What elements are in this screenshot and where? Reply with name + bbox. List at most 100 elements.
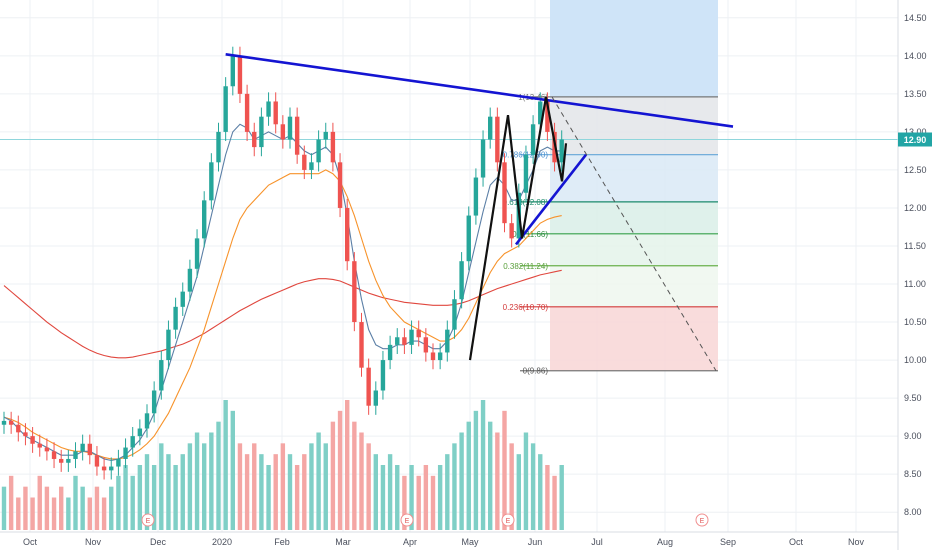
candle-body [437, 352, 443, 361]
candle-body [223, 86, 228, 132]
volume-bar [523, 432, 529, 530]
volume-bar [309, 443, 314, 530]
y-tick-label: 9.50 [904, 393, 922, 403]
candle-body [380, 360, 386, 391]
candle-body [302, 154, 307, 170]
volume-bar [8, 475, 14, 530]
volume-bar [109, 486, 114, 530]
volume-bar [430, 475, 436, 530]
candle-body [209, 162, 214, 201]
volume-bar [495, 432, 500, 530]
candle-body [466, 215, 471, 262]
x-tick-label: Feb [274, 537, 290, 547]
volume-bar [345, 400, 350, 530]
volume-bar [538, 454, 543, 530]
candle-body [538, 101, 543, 125]
candle-body [545, 101, 550, 132]
volume-bar [51, 497, 57, 530]
volume-layer [1, 400, 564, 530]
volume-bar [237, 443, 243, 530]
volume-bar [144, 454, 150, 530]
candle-body [337, 162, 343, 208]
fib-zone [550, 201, 718, 234]
x-tick-label: Oct [789, 537, 804, 547]
volume-bar [116, 475, 121, 530]
volume-bar [180, 454, 185, 530]
y-tick-label: 10.00 [904, 355, 927, 365]
earnings-marker-label: E [506, 518, 511, 525]
candle-body [559, 139, 564, 163]
fib-zone [550, 233, 718, 266]
volume-bar [402, 475, 407, 530]
earnings-marker-label: E [700, 518, 705, 525]
candle-body [101, 466, 107, 471]
earnings-marker [695, 513, 709, 527]
candle-body [480, 139, 486, 178]
candle-body [123, 447, 128, 459]
volume-bar [37, 475, 42, 530]
candle-body [159, 360, 164, 391]
y-tick-label: 8.50 [904, 469, 922, 479]
candle-body [30, 436, 35, 444]
candle-body [523, 154, 529, 193]
fib-level-label: 0.236(10.70) [503, 303, 549, 312]
y-tick-label: 10.50 [904, 317, 927, 327]
volume-bar [30, 497, 35, 530]
volume-bar [273, 454, 278, 530]
support-trendline [514, 153, 588, 246]
volume-bar [395, 465, 400, 530]
volume-bar [209, 432, 214, 530]
volume-bar [294, 465, 300, 530]
fib-level-label: 0(9.86) [523, 367, 549, 376]
earnings-marker [400, 513, 414, 527]
candle-body [144, 413, 150, 429]
volume-bar [87, 497, 92, 530]
volume-bar [44, 486, 50, 530]
candle-body [237, 55, 243, 94]
candle-body [187, 268, 193, 292]
candle-body [259, 116, 264, 148]
x-tick-label: Jun [528, 537, 543, 547]
candle-body [495, 116, 500, 163]
candle-body [73, 451, 78, 459]
earnings-marker [501, 513, 515, 527]
volume-bar [194, 432, 200, 530]
volume-bar [94, 486, 100, 530]
earnings-marker-label: E [405, 518, 410, 525]
volume-bar [316, 432, 321, 530]
volume-bar [502, 410, 507, 530]
candle-body [366, 367, 371, 406]
volume-bar [166, 454, 171, 530]
volume-bar [187, 443, 193, 530]
fib-level-label: 0.382(11.24) [503, 262, 548, 271]
fib-zones: 1(13.46)0.786(12.90)0.618(12.08)0.5(11.6… [0, 0, 898, 376]
candle-body [416, 329, 421, 338]
candle-body [387, 344, 393, 361]
volume-bar [73, 475, 78, 530]
volume-bar [266, 465, 271, 530]
x-tick-label: Nov [85, 537, 102, 547]
candle-body [445, 329, 450, 353]
candle-body [87, 443, 92, 456]
fib-zone [550, 306, 718, 371]
candle-body [8, 420, 14, 425]
last-price-badge [898, 132, 932, 147]
candle-body [509, 223, 514, 239]
candle-body [473, 177, 479, 216]
candle-body [359, 322, 364, 368]
volume-bar [552, 475, 557, 530]
earnings-marker [141, 513, 155, 527]
volume-bar [337, 410, 343, 530]
volume-bar [302, 454, 307, 530]
candle-body [116, 458, 121, 467]
volume-bar [509, 443, 514, 530]
earnings-marker-label: E [146, 518, 151, 525]
volume-bar [230, 410, 235, 530]
y-tick-label: 12.00 [904, 203, 927, 213]
y-tick-label: 11.50 [904, 241, 926, 251]
candle-body [530, 124, 536, 155]
volume-bar [151, 465, 157, 530]
x-tick-label: Oct [23, 537, 38, 547]
x-tick-label: Aug [657, 537, 673, 547]
